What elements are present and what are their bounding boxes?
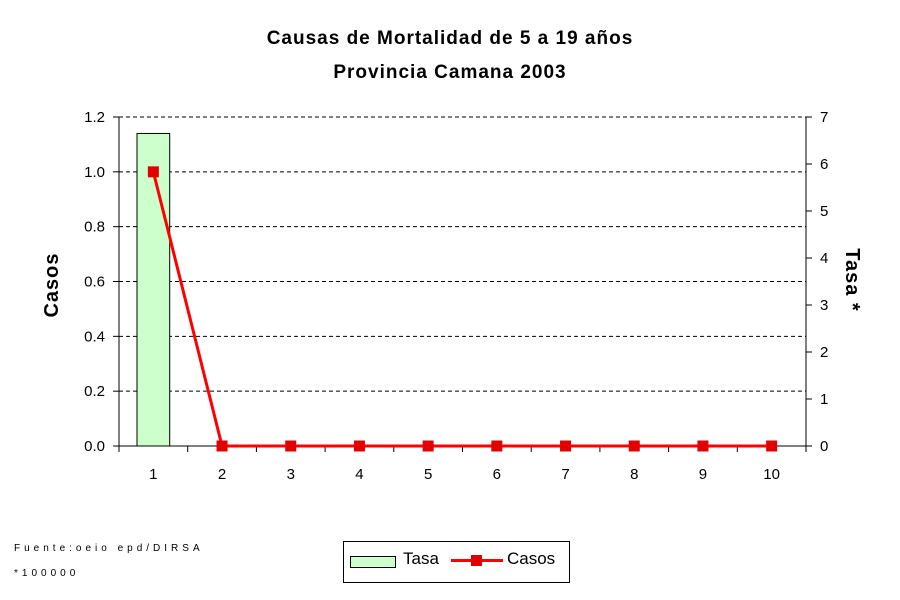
y-axis-title-right: Tasa * (841, 248, 863, 311)
marker-casos (422, 440, 434, 452)
marker-casos (560, 440, 572, 452)
legend-label-casos: Casos (507, 549, 556, 568)
x-tick-label: 3 (287, 466, 295, 483)
marker-casos (353, 440, 365, 452)
y-tick-label-left: 1.2 (84, 109, 105, 126)
y-axis-title-left: Casos (41, 252, 63, 317)
x-tick-label: 10 (763, 466, 780, 483)
marker-casos (628, 440, 640, 452)
y-tick-label-right: 6 (820, 156, 828, 173)
y-tick-label-right: 1 (820, 391, 828, 408)
marker-casos (766, 440, 778, 452)
x-tick-label: 6 (493, 466, 501, 483)
legend-label-tasa: Tasa (403, 549, 439, 568)
y-tick-label-left: 0.2 (84, 383, 105, 400)
x-tick-label: 9 (699, 466, 707, 483)
y-tick-label-right: 3 (820, 297, 828, 314)
source-note: Fuente:oeio epd/DIRSA (14, 543, 204, 554)
marker-casos (491, 440, 503, 452)
marker-casos (697, 440, 709, 452)
y-tick-label-right: 2 (820, 344, 828, 361)
x-tick-label: 2 (218, 466, 226, 483)
x-tick-label: 4 (355, 466, 363, 483)
x-tick-label: 8 (630, 466, 638, 483)
legend-swatch-casos-marker (471, 555, 482, 566)
y-tick-label-left: 0.6 (84, 274, 105, 291)
y-tick-label-right: 5 (820, 203, 828, 220)
line-casos (151, 171, 772, 448)
y-tick-label-left: 0.4 (84, 328, 105, 345)
chart-title: Causas de Mortalidad de 5 a 19 años (266, 28, 634, 49)
y-tick-label-right: 7 (820, 109, 828, 126)
x-tick-label: 7 (561, 466, 569, 483)
x-tick-label: 5 (424, 466, 432, 483)
marker-casos (216, 440, 228, 452)
marker-casos (285, 440, 297, 452)
y-tick-label-left: 1.0 (84, 164, 105, 181)
legend: Tasa Casos (343, 541, 570, 583)
rate-footnote: *100000 (14, 568, 80, 579)
chart-subtitle: Provincia Camana 2003 (333, 62, 567, 83)
x-tick-label: 1 (149, 466, 157, 483)
marker-casos (147, 166, 159, 178)
legend-swatch-tasa (350, 556, 396, 568)
bar-tasa (136, 132, 171, 447)
y-tick-label-right: 4 (820, 250, 828, 267)
y-tick-label-right: 0 (820, 438, 828, 455)
y-tick-label-left: 0.8 (84, 219, 105, 236)
y-tick-label-left: 0.0 (84, 438, 105, 455)
